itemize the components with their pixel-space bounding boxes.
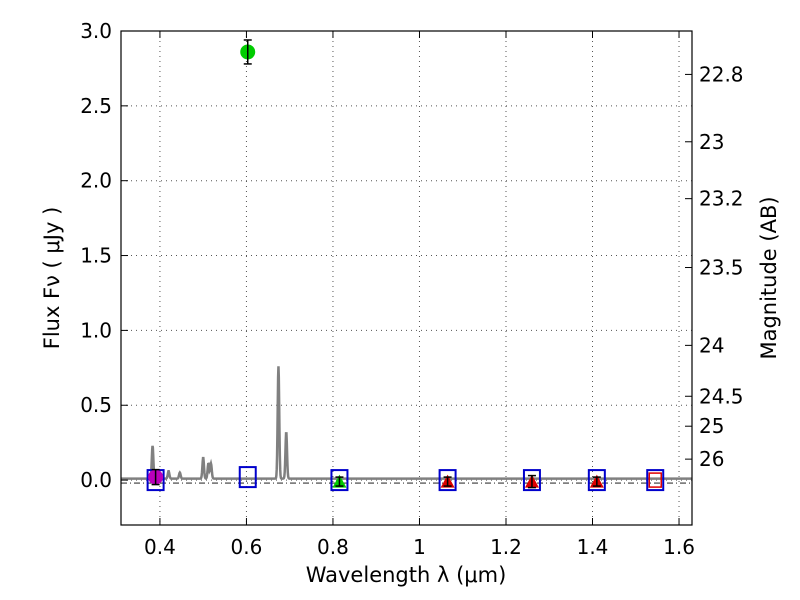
observation-jh-band: [589, 474, 604, 488]
y-tick-label: 2.5: [80, 94, 112, 118]
y-tick-label: 3.0: [80, 19, 112, 43]
x-tick-label: 1.6: [663, 535, 695, 559]
y-tick-label: 1.0: [80, 318, 112, 342]
mag-tick-label: 25: [699, 414, 724, 438]
ticks: 0.4 0.6 0.8 1 1.2 1.4 1.6 0.0 0.5 1.0 1.5 2.0 2.5 3.0…: [80, 19, 743, 559]
plot-frame: [120, 30, 693, 526]
mag-tick-label: 24.5: [699, 384, 744, 408]
mag-tick-label: 23.2: [699, 187, 744, 211]
model-photometry-point: [238, 466, 257, 489]
x-tick-label: 1: [413, 535, 426, 559]
observation-j-band: [524, 474, 539, 489]
x-tick-label: 0.8: [317, 535, 349, 559]
mag-tick-label: 26: [699, 447, 724, 471]
model-photometry-point: [438, 469, 457, 492]
observations: [148, 39, 662, 489]
y-tick-label: 0.5: [80, 393, 112, 417]
y-tick-label: 2.0: [80, 169, 112, 193]
mag-tick-label: 24: [699, 333, 724, 357]
model-photometry-point: [646, 469, 665, 492]
observation-h-band: [648, 472, 662, 488]
model-photometry: [146, 466, 665, 492]
x-tick-label: 0.4: [144, 535, 176, 559]
mag-tick-label: 22.8: [699, 62, 744, 86]
observation-i-band: [332, 474, 347, 488]
model-photometry-point: [330, 469, 349, 492]
y-tick-label: 1.5: [80, 244, 112, 268]
observation-y-band: [440, 474, 455, 488]
observation-point: [648, 472, 662, 488]
x-tick-label: 1.2: [490, 535, 522, 559]
model-photometry-point: [522, 469, 541, 492]
observation-blue-band: [148, 468, 164, 486]
y2-axis-title: Magnitude (AB): [757, 196, 781, 359]
x-tick-label: 1.4: [577, 535, 609, 559]
y-axis-title: Flux Fν ( μJy ): [40, 207, 64, 350]
y-tick-label: 0.0: [80, 468, 112, 492]
x-axis-title: Wavelength λ (μm): [306, 563, 507, 587]
mag-tick-label: 23.5: [699, 256, 744, 280]
mag-tick-label: 23: [699, 130, 724, 154]
x-tick-label: 0.6: [231, 535, 263, 559]
model-photometry-point: [587, 469, 606, 492]
observation-v-band: [240, 39, 256, 65]
